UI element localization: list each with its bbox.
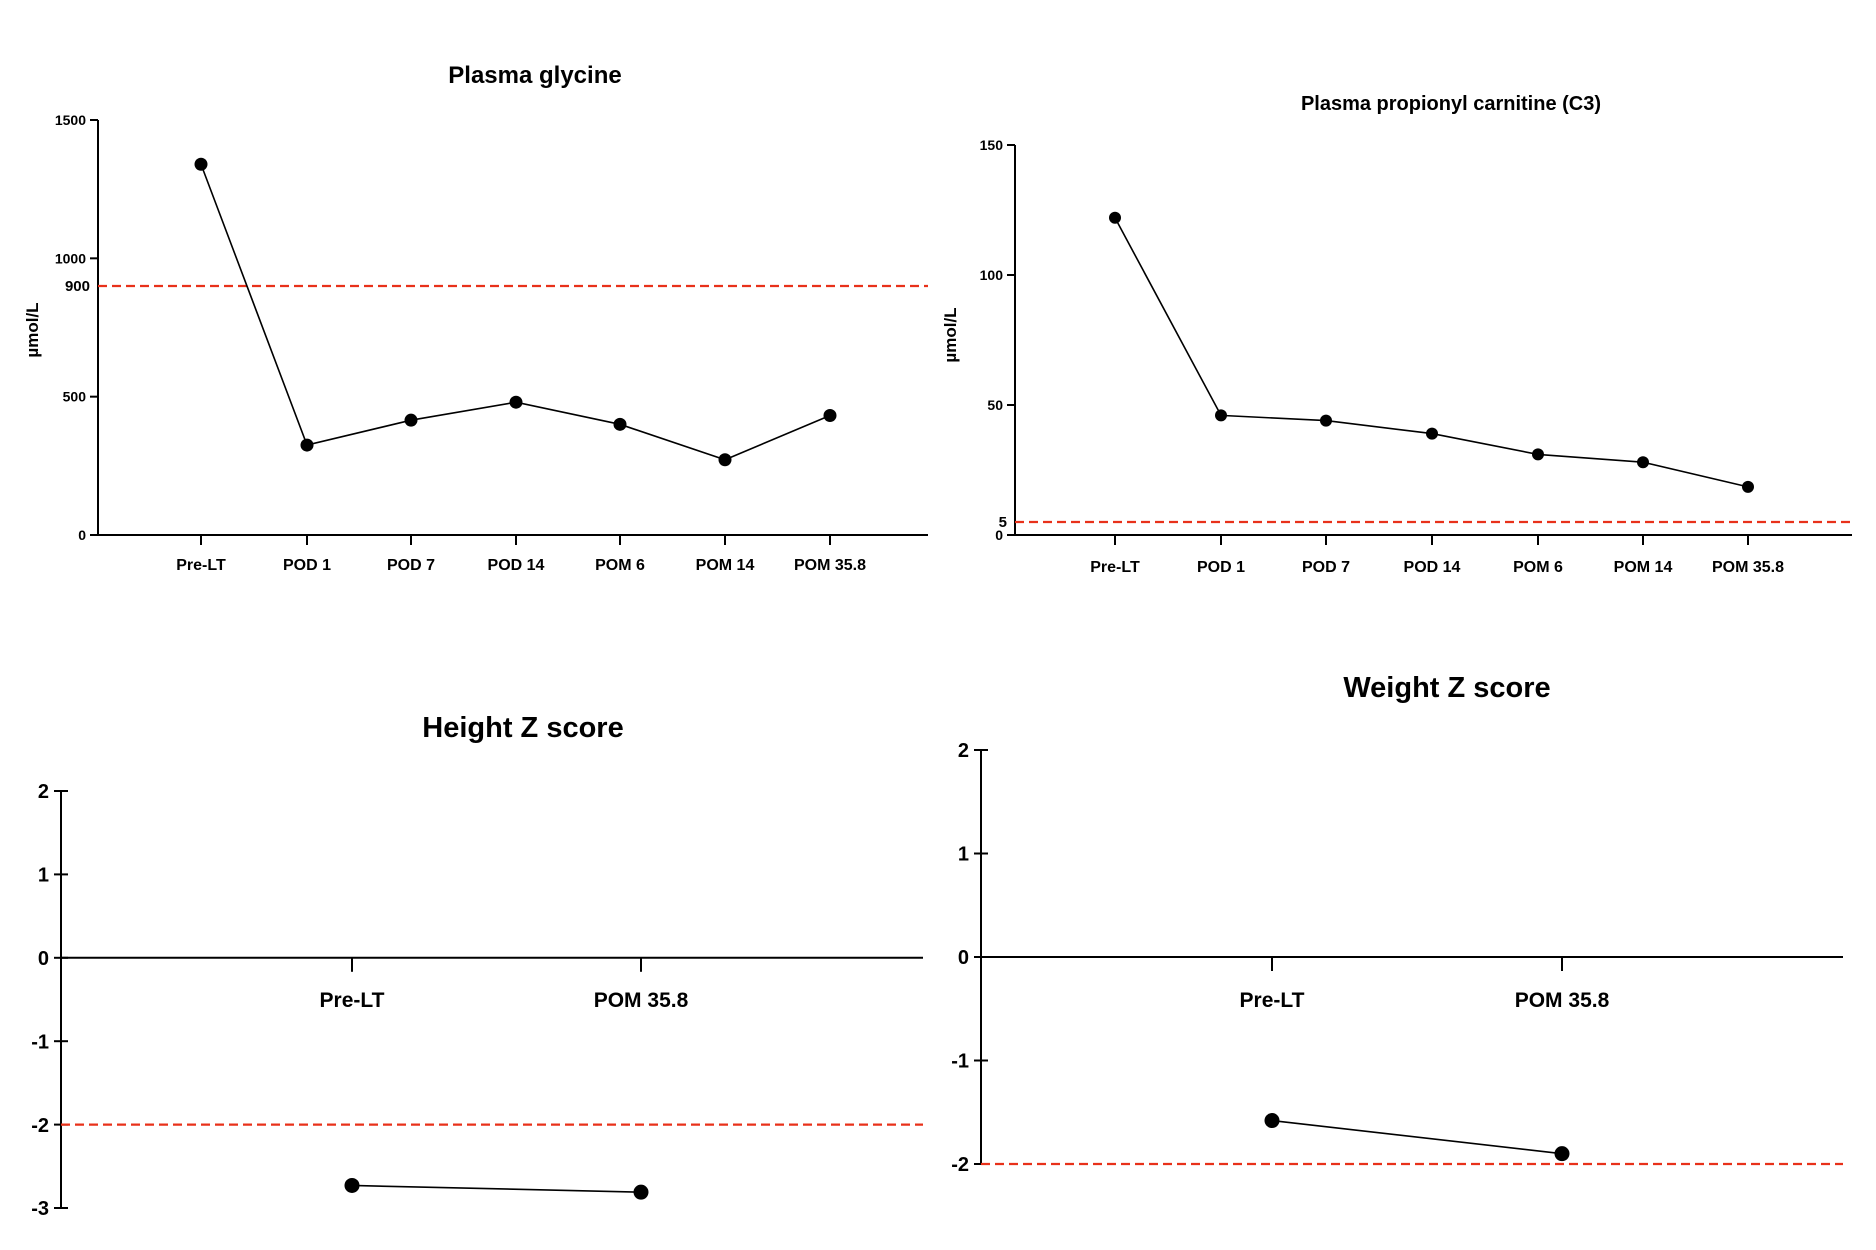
y-tick-label: -1 <box>951 1051 969 1073</box>
data-point <box>613 417 627 431</box>
x-tick-label: Pre-LT <box>176 557 226 574</box>
reference-line-label: 5 <box>999 514 1007 531</box>
plasma-propionyl-carnitine-chart: Plasma propionyl carnitine (C3) µmol/L 0 50… <box>941 93 1852 576</box>
y-axis-label: µmol/L <box>941 307 960 362</box>
x-tick-label: POM 35.8 <box>1712 559 1784 576</box>
chart-title: Plasma glycine <box>448 62 621 89</box>
x-tick-label: POD 1 <box>283 557 331 574</box>
x-tick-label: POM 35.8 <box>1515 989 1610 1012</box>
y-tick-label: -2 <box>31 1115 49 1137</box>
x-tick-label: POD 7 <box>1302 559 1350 576</box>
data-point <box>344 1177 360 1193</box>
data-point <box>1742 480 1754 493</box>
data-point <box>1532 448 1544 461</box>
y-tick-label: 0 <box>958 947 969 969</box>
data-point <box>300 438 314 452</box>
data-point <box>718 453 732 467</box>
y-tick-label: 2 <box>958 740 969 762</box>
data-point <box>1426 427 1438 440</box>
y-tick-label: 0 <box>38 948 49 970</box>
y-tick-label: 2 <box>38 781 49 803</box>
data-point <box>509 395 523 409</box>
x-tick-label: Pre-LT <box>320 989 385 1012</box>
y-tick-label: 1500 <box>55 112 86 128</box>
data-point <box>1320 414 1332 427</box>
data-point <box>404 413 418 427</box>
y-tick-label: 0 <box>78 527 86 543</box>
data-point <box>633 1184 649 1200</box>
series-line <box>351 1184 642 1193</box>
data-point <box>1554 1146 1570 1162</box>
x-tick-label: POD 1 <box>1197 559 1245 576</box>
chart-title: Plasma propionyl carnitine (C3) <box>1301 93 1601 115</box>
chart-title: Height Z score <box>422 712 623 744</box>
y-tick-label: -3 <box>31 1198 49 1220</box>
x-tick-label: POM 35.8 <box>594 989 689 1012</box>
x-tick-label: POM 6 <box>1513 559 1563 576</box>
data-point <box>823 408 837 422</box>
x-tick-label: POD 14 <box>1404 559 1461 576</box>
y-tick-label: 0 <box>995 527 1003 543</box>
x-tick-label: POM 14 <box>1614 559 1673 576</box>
y-tick-label: -2 <box>951 1154 969 1176</box>
series-line <box>1271 1119 1563 1155</box>
data-point <box>1637 456 1649 469</box>
y-tick-label: 1000 <box>55 250 86 266</box>
data-point <box>1215 409 1227 422</box>
x-tick-label: POD 7 <box>387 557 435 574</box>
x-tick-label: POM 35.8 <box>794 557 866 574</box>
y-tick-label: 150 <box>980 137 1004 153</box>
height-z-score-chart: Height Z score -3 -2 -1 0 1 2 Pre-LT POM 35.8 <box>31 712 923 1220</box>
y-tick-label: 500 <box>63 389 87 405</box>
x-tick-label: POD 14 <box>488 557 545 574</box>
y-tick-label: 1 <box>38 865 49 887</box>
chart-title: Weight Z score <box>1343 672 1550 704</box>
y-tick-label: 1 <box>958 844 969 866</box>
y-tick-label: -1 <box>31 1031 49 1053</box>
x-tick-label: Pre-LT <box>1090 559 1140 576</box>
y-tick-label: 50 <box>987 397 1003 413</box>
data-point <box>1109 211 1121 224</box>
data-point <box>1264 1113 1280 1129</box>
x-tick-label: Pre-LT <box>1240 989 1305 1012</box>
y-axis-label: µmol/L <box>23 302 42 357</box>
weight-z-score-chart: Weight Z score -2 -1 0 1 2 Pre-LT POM 35.8 <box>951 672 1843 1176</box>
plasma-glycine-chart: Plasma glycine µmol/L 0 500 1000 1500 Pre-LT PO… <box>23 62 928 574</box>
reference-line-label: 900 <box>65 278 90 295</box>
y-tick-label: 100 <box>980 267 1004 283</box>
data-point <box>194 157 208 171</box>
x-tick-label: POM 6 <box>595 557 645 574</box>
x-tick-label: POM 14 <box>696 557 755 574</box>
